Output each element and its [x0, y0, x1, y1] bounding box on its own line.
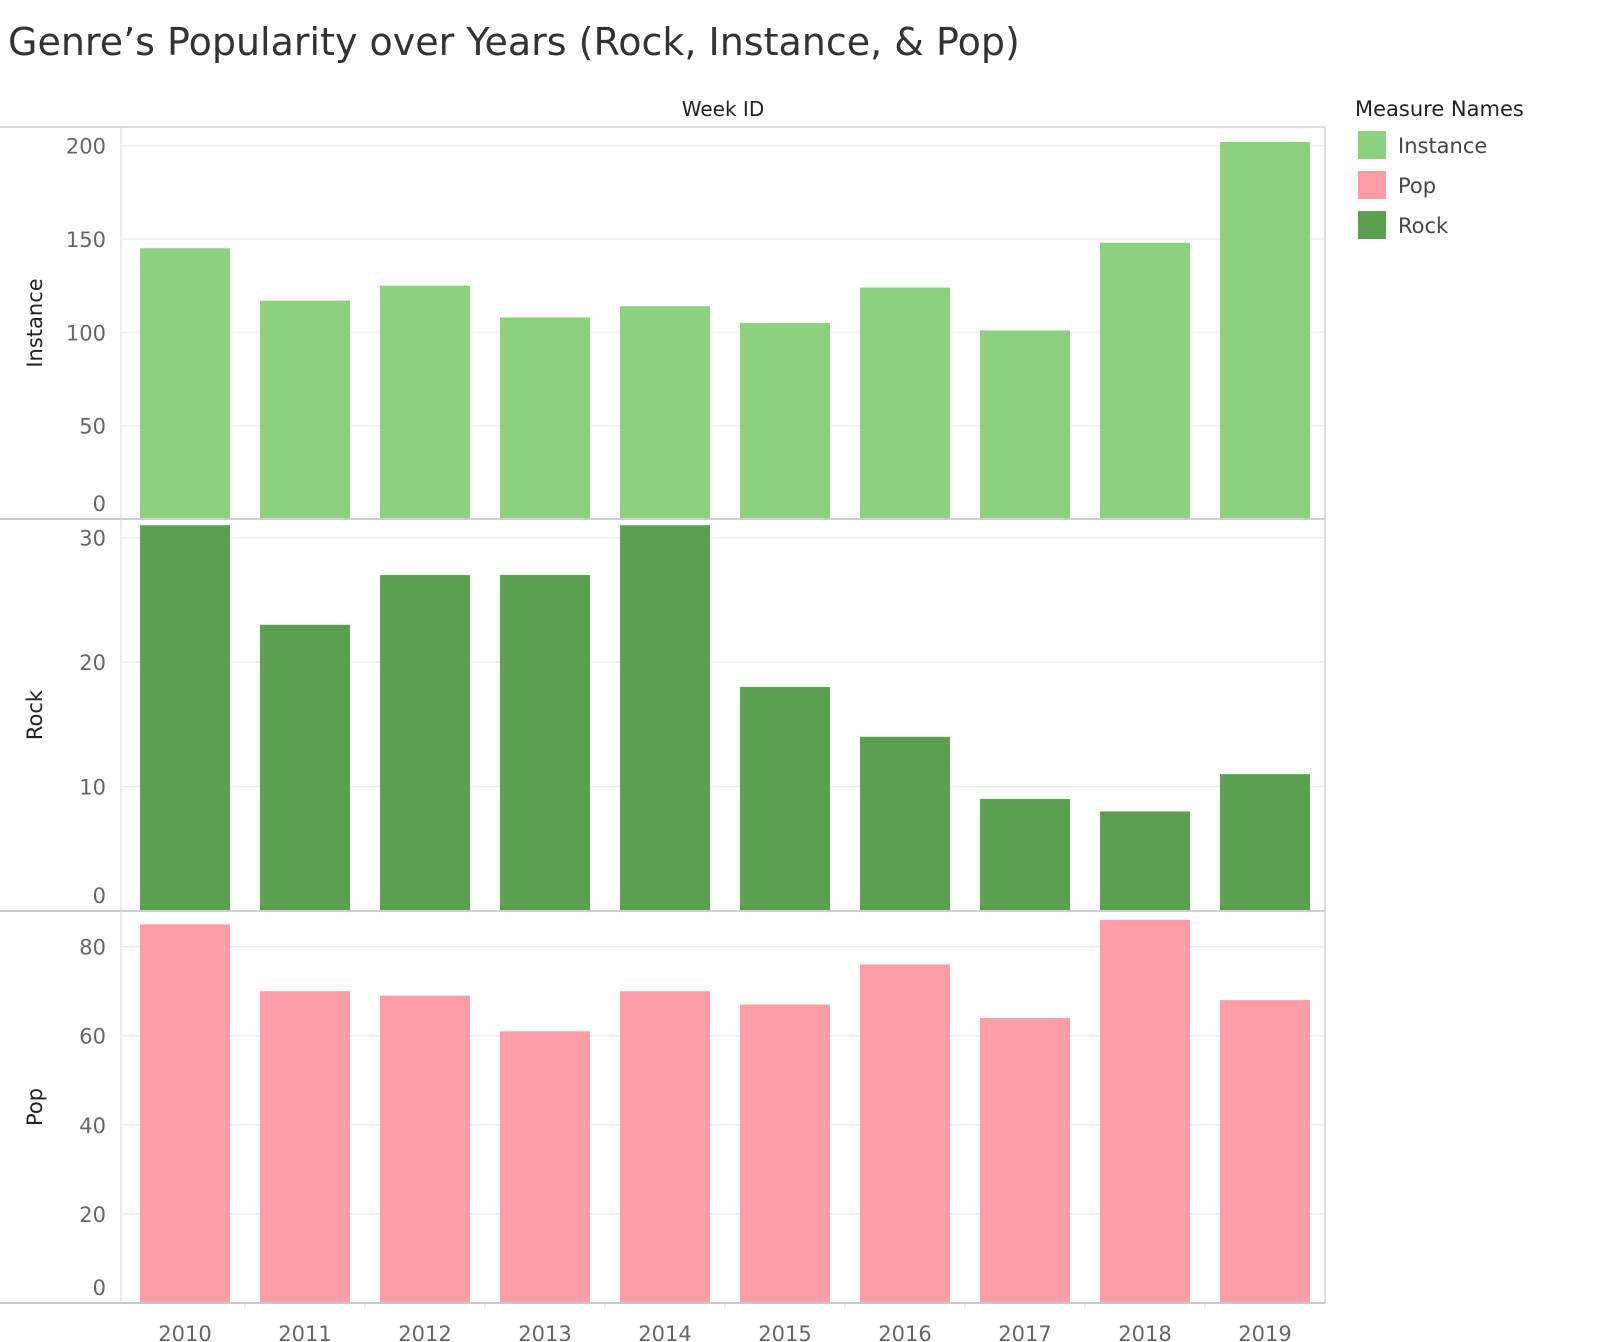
y-tick-label: 20	[79, 1203, 106, 1227]
bar-rock-2011[interactable]	[260, 624, 350, 911]
legend-item-instance[interactable]: Instance	[1358, 131, 1487, 159]
bar-rock-2012[interactable]	[380, 575, 470, 911]
panel-pop: 0 20 40 60 80 Pop	[0, 910, 1326, 1304]
legend-swatch	[1358, 171, 1386, 199]
y-tick-label: 150	[66, 228, 106, 252]
bar-rock-2010[interactable]	[140, 525, 230, 911]
bar-pop-2019[interactable]	[1220, 1000, 1310, 1303]
y-tick-label: 0	[93, 884, 106, 908]
y-tick-label: 100	[66, 321, 106, 345]
bar-pop-2012[interactable]	[380, 995, 470, 1303]
legend-swatch	[1358, 131, 1386, 159]
y-axis-title: Instance	[23, 278, 47, 367]
x-tick-label: 2014	[638, 1322, 691, 1342]
bar-pop-2018[interactable]	[1100, 919, 1190, 1303]
y-tick-label: 20	[79, 651, 106, 675]
bar-rock-2017[interactable]	[980, 799, 1070, 911]
bar-pop-2010[interactable]	[140, 924, 230, 1303]
x-tick-label: 2015	[758, 1322, 811, 1342]
x-tick-label: 2011	[278, 1322, 331, 1342]
x-tick-label: 2010	[158, 1322, 211, 1342]
bar-instance-2010[interactable]	[140, 248, 230, 520]
legend-label: Instance	[1398, 134, 1487, 158]
x-tick-label: 2016	[878, 1322, 931, 1342]
legend-item-pop[interactable]: Pop	[1358, 171, 1436, 199]
x-tick-label: 2018	[1118, 1322, 1171, 1342]
legend-label: Rock	[1398, 214, 1449, 238]
bar-pop-2014[interactable]	[620, 991, 710, 1303]
y-tick-label: 30	[79, 527, 106, 551]
y-tick-label: 0	[93, 1276, 106, 1300]
bar-instance-2011[interactable]	[260, 300, 350, 519]
legend-label: Pop	[1398, 174, 1436, 198]
legend-title: Measure Names	[1355, 97, 1524, 121]
bar-pop-2013[interactable]	[500, 1031, 590, 1303]
bar-pop-2015[interactable]	[740, 1004, 830, 1303]
bar-instance-2019[interactable]	[1220, 141, 1310, 519]
y-tick-label: 50	[79, 415, 106, 439]
panel-instance: 0 50 100 150 200 Instance	[0, 126, 1326, 520]
y-tick-label: 60	[79, 1025, 106, 1049]
bar-instance-2013[interactable]	[500, 317, 590, 519]
legend-item-rock[interactable]: Rock	[1358, 211, 1449, 239]
y-tick-label: 10	[79, 776, 106, 800]
x-tick-label: 2012	[398, 1322, 451, 1342]
panels: 0 50 100 150 200 Instance 0 10 20 30 Rock 0 20 40 60 80…	[0, 126, 1326, 1304]
bar-rock-2013[interactable]	[500, 575, 590, 911]
bar-rock-2014[interactable]	[620, 525, 710, 911]
legend-swatch	[1358, 211, 1386, 239]
column-header: Week ID	[682, 97, 764, 121]
y-axis-title: Pop	[23, 1088, 47, 1126]
panel-rock: 0 10 20 30 Rock	[0, 518, 1326, 912]
x-tick-label: 2017	[998, 1322, 1051, 1342]
x-tick-label: 2013	[518, 1322, 571, 1342]
x-axis: 2010 2011 2012 2013 2014 2015 2016 2017 2018 2019	[158, 1303, 1292, 1342]
chart-title: Genre’s Popularity over Years (Rock, Ins…	[8, 20, 1020, 64]
legend[interactable]: Measure Names Instance Pop Rock	[1355, 97, 1524, 239]
y-axis-title: Rock	[23, 689, 47, 740]
bar-pop-2017[interactable]	[980, 1017, 1070, 1303]
y-tick-label: 0	[93, 492, 106, 516]
bar-pop-2011[interactable]	[260, 991, 350, 1303]
y-tick-label: 80	[79, 936, 106, 960]
bar-instance-2015[interactable]	[740, 323, 830, 519]
y-tick-label: 200	[66, 135, 106, 159]
bar-rock-2016[interactable]	[860, 736, 950, 911]
bar-rock-2019[interactable]	[1220, 774, 1310, 911]
bar-pop-2016[interactable]	[860, 964, 950, 1303]
bar-instance-2018[interactable]	[1100, 242, 1190, 519]
bar-rock-2018[interactable]	[1100, 811, 1190, 911]
bar-instance-2014[interactable]	[620, 306, 710, 519]
bar-instance-2016[interactable]	[860, 287, 950, 519]
bar-instance-2017[interactable]	[980, 330, 1070, 519]
bar-instance-2012[interactable]	[380, 285, 470, 519]
y-tick-label: 40	[79, 1114, 106, 1138]
bar-rock-2015[interactable]	[740, 687, 830, 911]
x-tick-label: 2019	[1238, 1322, 1291, 1342]
